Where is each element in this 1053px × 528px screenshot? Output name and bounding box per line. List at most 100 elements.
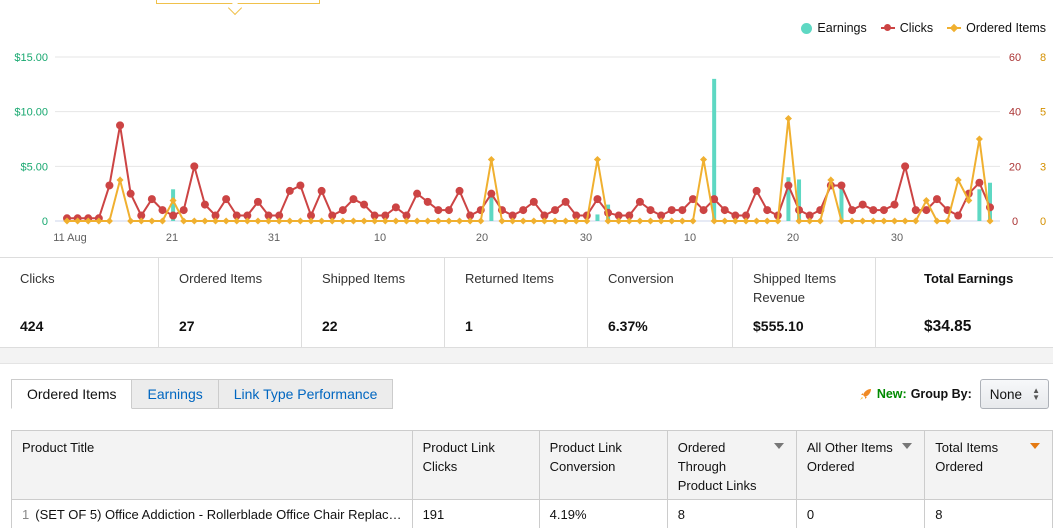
ordered-items-point (615, 217, 623, 225)
stat-value: 22 (322, 318, 338, 334)
clicks-point (858, 200, 867, 209)
ordered-items-point (933, 217, 941, 225)
clicks-point (253, 197, 262, 206)
ordered-items-point (328, 217, 336, 225)
ordered-items-point (381, 217, 389, 225)
sort-arrow-icon[interactable] (902, 443, 913, 449)
ordered-items-point (859, 217, 867, 225)
col-ordered-through[interactable]: Ordered Through Product Links (666, 430, 797, 500)
tab-earnings[interactable]: Earnings (132, 379, 219, 409)
col-label: Product Link Clicks (422, 440, 495, 474)
ordered-items-point (137, 217, 145, 225)
legend-label-earnings: Earnings (817, 21, 867, 35)
col-label: Total Items Ordered (935, 440, 999, 474)
clicks-line (67, 125, 991, 220)
tab-link-type-performance[interactable]: Link Type Performance (218, 379, 394, 409)
ordered-items-point (180, 217, 188, 225)
clicks-point (360, 200, 369, 209)
clicks-point (646, 206, 655, 215)
ordered-items-point (190, 217, 198, 225)
legend-label-ordered-items: Ordered Items (966, 21, 1046, 35)
earnings-bar (712, 78, 717, 221)
col-label: Product Link Conversion (549, 440, 622, 474)
group-by-select[interactable]: None ▲ ▼ (979, 379, 1049, 409)
clicks-point (200, 200, 209, 209)
clicks-point (720, 206, 729, 215)
clicks-point (561, 197, 570, 206)
ordered-items-point (466, 217, 474, 225)
ordered-items-point (593, 155, 601, 164)
legend-ordered-items[interactable]: Ordered Items (947, 21, 1046, 35)
clicks-point (975, 178, 984, 187)
ordered-items-table: Product Title Product Link Clicks Produc… (11, 430, 1053, 528)
ordered-items-point (869, 217, 877, 225)
clicks-point (572, 211, 581, 220)
sort-arrow-active-icon[interactable] (1030, 443, 1040, 449)
ordered-items-point (572, 217, 580, 225)
clicks-point (890, 200, 899, 209)
clicks-point (667, 206, 676, 215)
ordered-items-point (402, 217, 411, 225)
ordered-items-point (965, 196, 973, 205)
clicks-point (837, 181, 846, 190)
clicks-point (731, 211, 740, 220)
product-title-link[interactable]: (SET OF 5) Office Addiction - Rollerblad… (35, 507, 402, 522)
stat-value: 1 (465, 318, 473, 334)
legend-label-clicks: Clicks (899, 21, 934, 35)
ordered-items-point (84, 217, 92, 225)
clicks-point (137, 211, 146, 220)
ordered-items-point (742, 217, 750, 225)
clicks-point (423, 197, 432, 206)
section-divider (0, 348, 1053, 364)
stat-clicks: Clicks 424 (0, 258, 159, 347)
ordered-items-point (784, 114, 792, 123)
sort-arrow-icon[interactable] (773, 443, 784, 449)
clicks-point (551, 206, 560, 215)
stat-value: 27 (179, 318, 195, 334)
clicks-point (487, 189, 496, 198)
ordered-items-point (158, 217, 167, 225)
clicks-point (317, 186, 326, 195)
rocket-icon (859, 389, 871, 400)
col-product-title[interactable]: Product Title (11, 430, 413, 500)
clicks-point (105, 181, 114, 190)
clicks-point (328, 211, 337, 220)
col-product-link-clicks[interactable]: Product Link Clicks (411, 430, 540, 500)
clicks-point (519, 206, 528, 215)
clicks-point (540, 211, 549, 220)
cell-product-title: 1 (SET OF 5) Office Addiction - Rollerbla… (11, 499, 413, 528)
earnings-bar (977, 189, 982, 221)
x-tick-label: 31 (268, 232, 280, 244)
y-right-clicks-tick-label: 40 (1009, 107, 1021, 119)
clicks-point (508, 211, 517, 220)
col-product-link-conversion[interactable]: Product Link Conversion (538, 430, 668, 500)
ordered-items-point (148, 217, 156, 225)
ordered-items-point (625, 217, 633, 225)
ordered-items-point (265, 217, 273, 225)
clicks-point (169, 211, 178, 220)
clicks-point (932, 195, 941, 204)
earnings-bar (171, 189, 176, 221)
ordered-items-point (360, 217, 368, 225)
clicks-point (232, 211, 241, 220)
clicks-point (879, 206, 888, 215)
clicks-point (190, 162, 199, 171)
ordered-items-point (731, 217, 739, 225)
legend-earnings[interactable]: Earnings (801, 21, 867, 35)
clicks-point (911, 206, 920, 215)
clicks-point (126, 189, 135, 198)
legend-clicks[interactable]: Clicks (880, 21, 934, 35)
ordered-items-point (477, 217, 485, 225)
col-all-other-items[interactable]: All Other Items Ordered (795, 430, 926, 500)
ordered-items-point (105, 217, 113, 225)
y-left-tick-label: $15.00 (14, 52, 48, 64)
clicks-point (848, 206, 857, 215)
stat-value: $34.85 (924, 318, 972, 335)
clicks-point (349, 195, 358, 204)
clicks-point (455, 186, 464, 195)
performance-chart[interactable]: 0 0 0 $5.00 20 3 $10.00 40 5 $15.00 60 8 11 Aug 21 31 1… (0, 44, 1053, 249)
clicks-point (741, 211, 750, 220)
ordered-items-point (562, 217, 570, 225)
col-total-items[interactable]: Total Items Ordered (924, 430, 1053, 500)
tab-ordered-items[interactable]: Ordered Items (11, 379, 133, 409)
